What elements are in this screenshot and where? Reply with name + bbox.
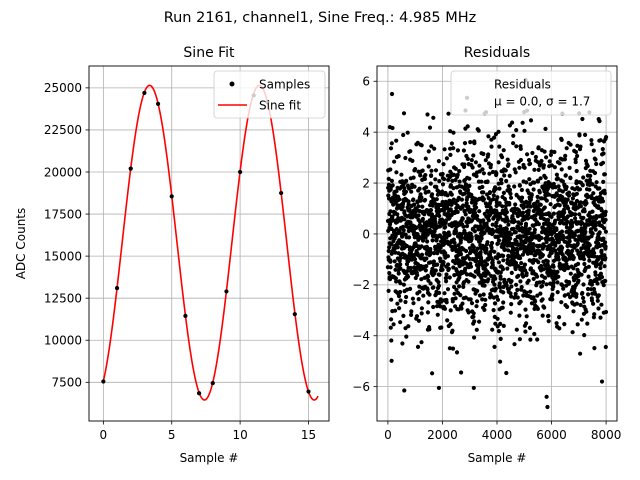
sample-point [224, 289, 229, 294]
legend-samples-label: Samples [259, 78, 310, 92]
y-tick-label: 15000 [44, 249, 82, 263]
residuals-panel: Residuals 0 2000 4000 6000 8000 −6 −4 −2 0 2 4 6 Sa… [352, 45, 621, 465]
y-tick-label: −4 [352, 329, 370, 343]
y-tick-label: 20000 [44, 165, 82, 179]
sine-fit-legend-box [213, 70, 326, 119]
sine-fit-ylabel: ADC Counts [14, 208, 28, 280]
x-tick-label: 2000 [427, 428, 458, 442]
residual-point [471, 385, 476, 391]
x-tick-label: 10 [232, 428, 247, 442]
sample-point [169, 194, 174, 199]
figure-suptitle: Run 2161, channel1, Sine Freq.: 4.985 MH… [164, 10, 477, 26]
sine-fit-panel: Sine Fit 0 5 10 15 7500 10000 12500 15000 17500 2… [14, 45, 330, 465]
legend-samples-marker [229, 81, 235, 87]
sample-point [128, 166, 133, 171]
sine-fit-title: Sine Fit [183, 45, 235, 61]
x-tick-label: 0 [100, 428, 108, 442]
y-tick-label: 12500 [44, 291, 82, 305]
residuals-ticks: 0 2000 4000 6000 8000 −6 −4 −2 0 2 4 6 [352, 75, 621, 442]
residual-point [599, 379, 605, 384]
sine-fit-xlabel: Sample # [180, 451, 239, 465]
residual-point [389, 91, 395, 97]
y-tick-label: 0 [362, 227, 370, 241]
sample-point [155, 101, 161, 106]
sine-fit-legend: Samples Sine fit [213, 70, 326, 119]
y-tick-label: 7500 [51, 376, 82, 390]
residual-point [402, 388, 407, 393]
y-tick-label: 6 [362, 75, 370, 89]
legend-residuals-label: Residuals [494, 78, 551, 92]
x-tick-label: 6000 [536, 428, 567, 442]
y-tick-label: 4 [362, 125, 370, 139]
residuals-legend-box [450, 70, 612, 116]
sample-point [101, 379, 106, 384]
y-tick-label: 17500 [44, 207, 82, 221]
legend-residuals-stats: μ = 0.0, σ = 1.7 [494, 95, 590, 109]
residuals-title: Residuals [464, 45, 530, 61]
x-tick-label: 5 [168, 428, 176, 442]
sine-fit-grid [89, 66, 329, 421]
residual-point [545, 404, 550, 410]
sine-fit-ticks: 0 5 10 15 7500 10000 12500 15000 17500 20000 22500… [44, 81, 316, 442]
sample-point [142, 90, 147, 96]
sample-point [238, 169, 243, 175]
x-tick-label: 0 [384, 428, 392, 442]
y-tick-label: 2 [362, 176, 370, 190]
x-tick-label: 15 [301, 428, 316, 442]
sample-point [210, 381, 215, 386]
sample-point [292, 312, 297, 317]
sine-fit-data [101, 84, 319, 401]
y-tick-label: 25000 [44, 81, 82, 95]
y-tick-label: −2 [352, 278, 370, 292]
y-tick-label: 22500 [44, 123, 82, 137]
sample-point [306, 389, 311, 394]
y-tick-label: 10000 [44, 334, 82, 348]
residual-points [385, 108, 609, 376]
residual-point [544, 394, 549, 399]
residuals-xlabel: Sample # [468, 451, 527, 465]
sine-fit-line [102, 84, 319, 401]
sample-point [279, 190, 284, 196]
sample-point [114, 285, 120, 291]
sample-point [196, 391, 202, 396]
sine-fit-axes-frame [88, 65, 330, 422]
residual-point [436, 385, 442, 391]
legend-sine-fit-label: Sine fit [259, 99, 301, 113]
x-tick-label: 8000 [591, 428, 622, 442]
residuals-legend: Residuals μ = 0.0, σ = 1.7 [450, 70, 612, 116]
x-tick-label: 4000 [482, 428, 513, 442]
y-tick-label: −6 [352, 380, 370, 394]
sample-point [183, 313, 188, 318]
